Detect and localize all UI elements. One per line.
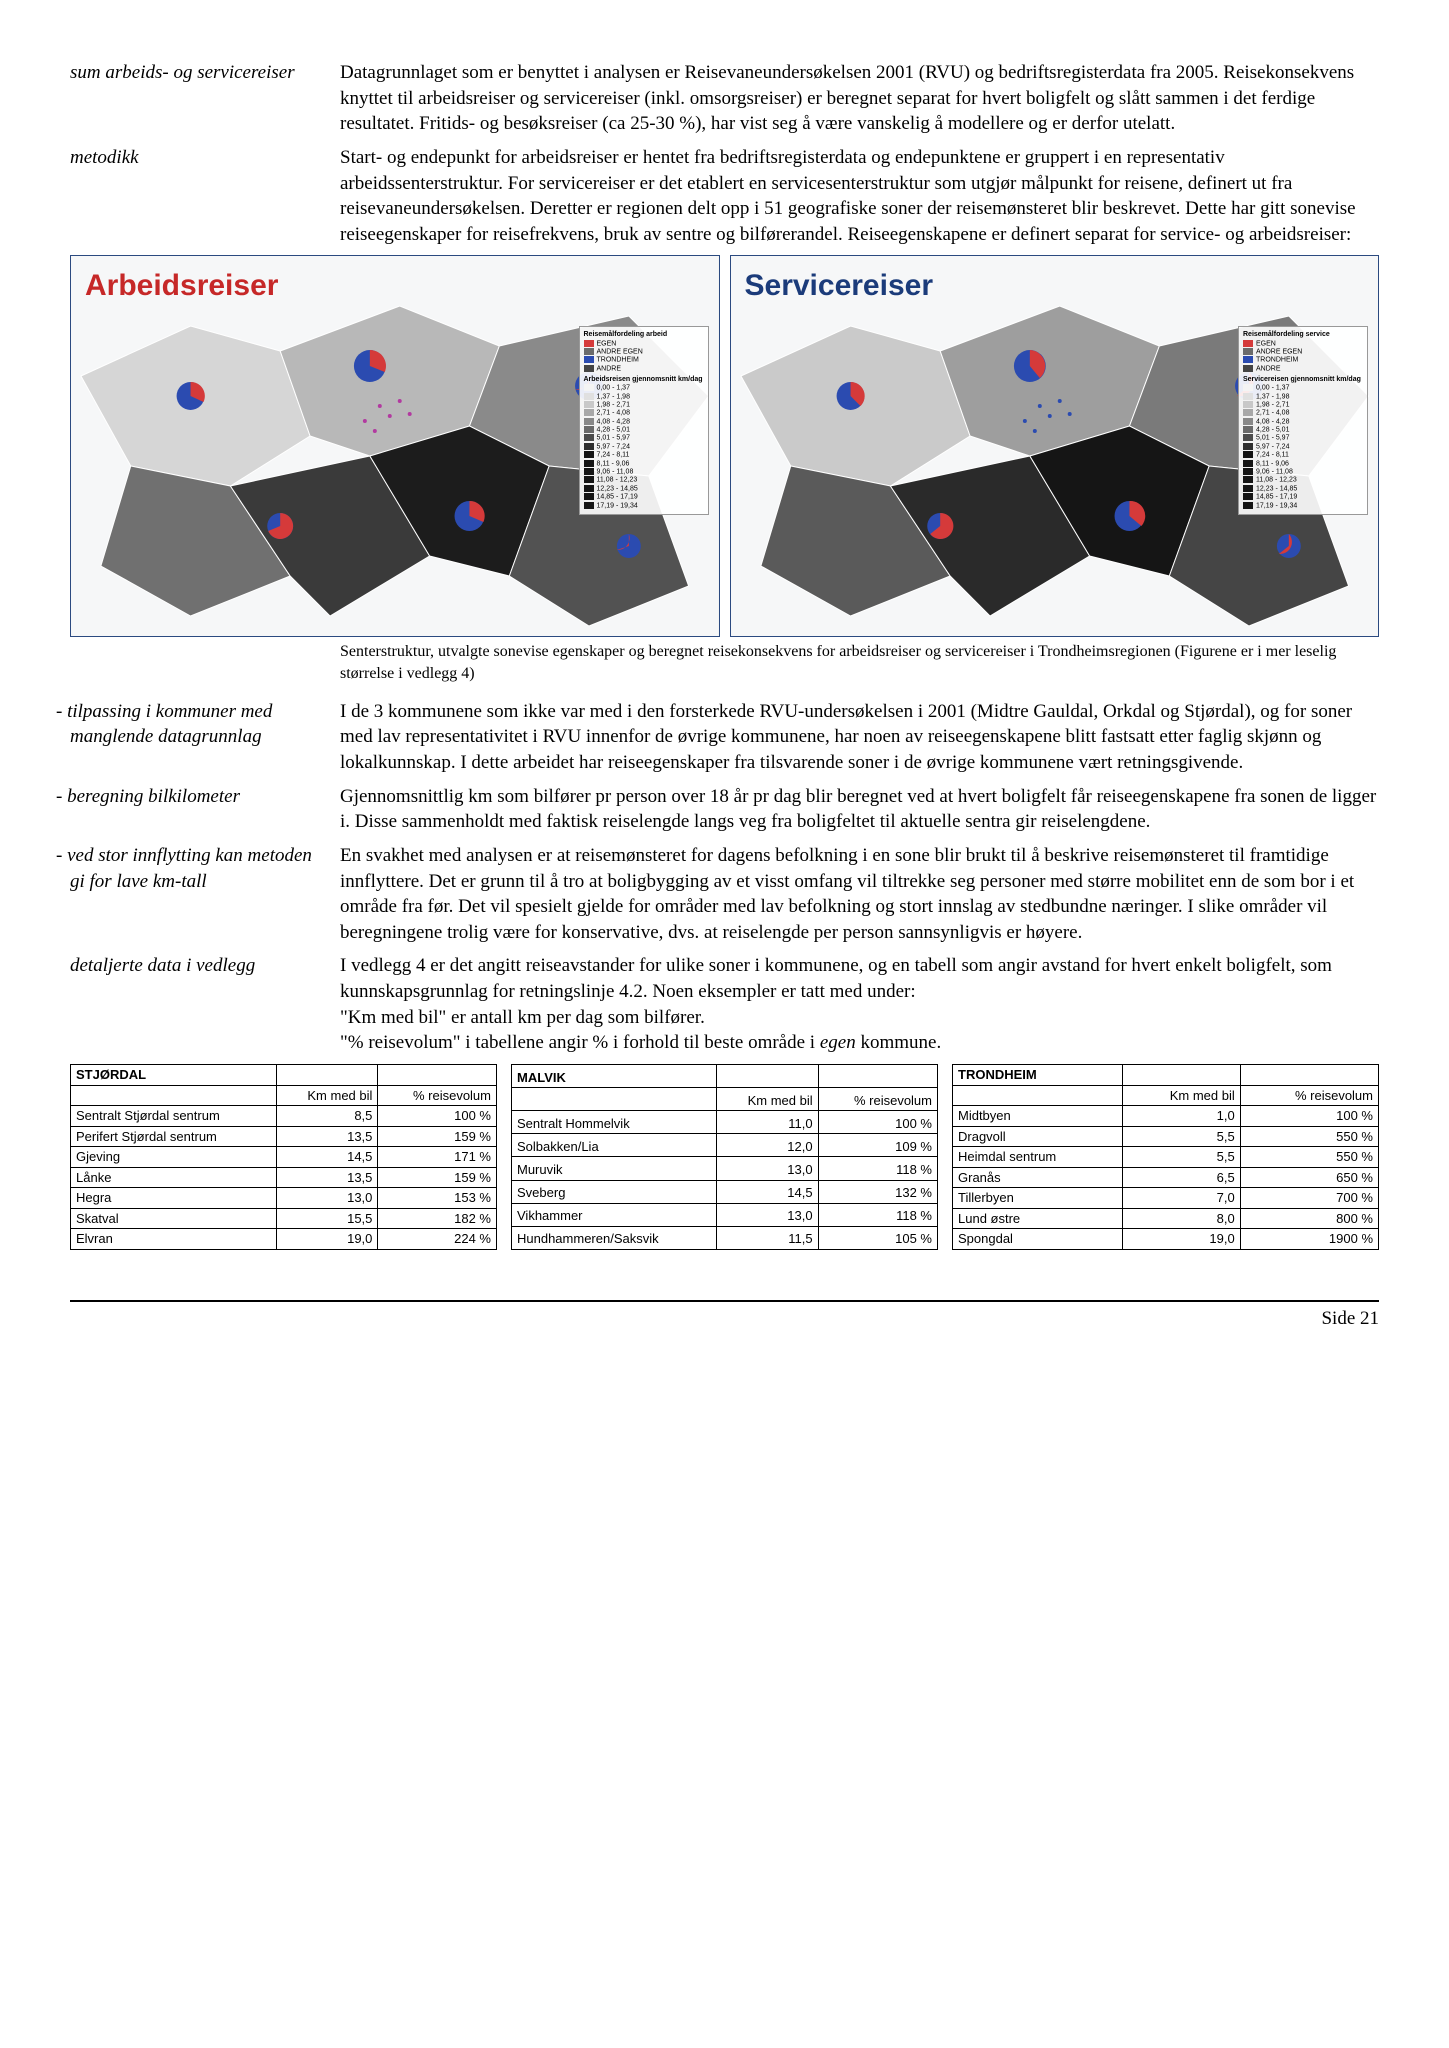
margin-label: tilpassing i kommuner med manglende data… xyxy=(70,699,340,776)
map-legend-left: Reisemålfordeling arbeid EGEN ANDRE EGEN… xyxy=(579,326,709,515)
map-arbeidsreiser: Arbeidsreiser Reisemålfordeling arbeid E… xyxy=(70,255,720,637)
margin-label: beregning bilkilometer xyxy=(70,784,340,835)
map-title-left: Arbeidsreiser xyxy=(85,266,278,307)
body-para: En svakhet med analysen er at reisemønst… xyxy=(340,843,1379,946)
page-footer: Side 21 xyxy=(70,1300,1379,1332)
margin-label: metodikk xyxy=(70,145,340,248)
tables-row: STJØRDALKm med bil% reisevolumSentralt S… xyxy=(70,1064,1379,1250)
body-para: I de 3 kommunene som ikke var med i den … xyxy=(340,699,1379,776)
table-stjordal: STJØRDALKm med bil% reisevolumSentralt S… xyxy=(70,1064,497,1250)
body-para: Datagrunnlaget som er benyttet i analyse… xyxy=(340,60,1379,137)
map-legend-right: Reisemålfordeling service EGEN ANDRE EGE… xyxy=(1238,326,1368,515)
body-para: I vedlegg 4 er det angitt reiseavstander… xyxy=(340,953,1379,1056)
maps-caption: Senterstruktur, utvalgte sonevise egensk… xyxy=(340,641,1379,684)
body-para: Gjennomsnittlig km som bilfører pr perso… xyxy=(340,784,1379,835)
body-para: Start- og endepunkt for arbeidsreiser er… xyxy=(340,145,1379,248)
margin-label: detaljerte data i vedlegg xyxy=(70,953,340,1056)
margin-label: sum arbeids- og servicereiser xyxy=(70,60,340,137)
map-servicereiser: Servicereiser Reisemålfordeling service … xyxy=(730,255,1380,637)
map-title-right: Servicereiser xyxy=(745,266,934,307)
maps-row: Arbeidsreiser Reisemålfordeling arbeid E… xyxy=(70,255,1379,637)
table-trondheim: TRONDHEIMKm med bil% reisevolumMidtbyen1… xyxy=(952,1064,1379,1250)
table-malvik: MALVIKKm med bil% reisevolumSentralt Hom… xyxy=(511,1064,938,1250)
margin-label: ved stor innflytting kan metoden gi for … xyxy=(70,843,340,946)
